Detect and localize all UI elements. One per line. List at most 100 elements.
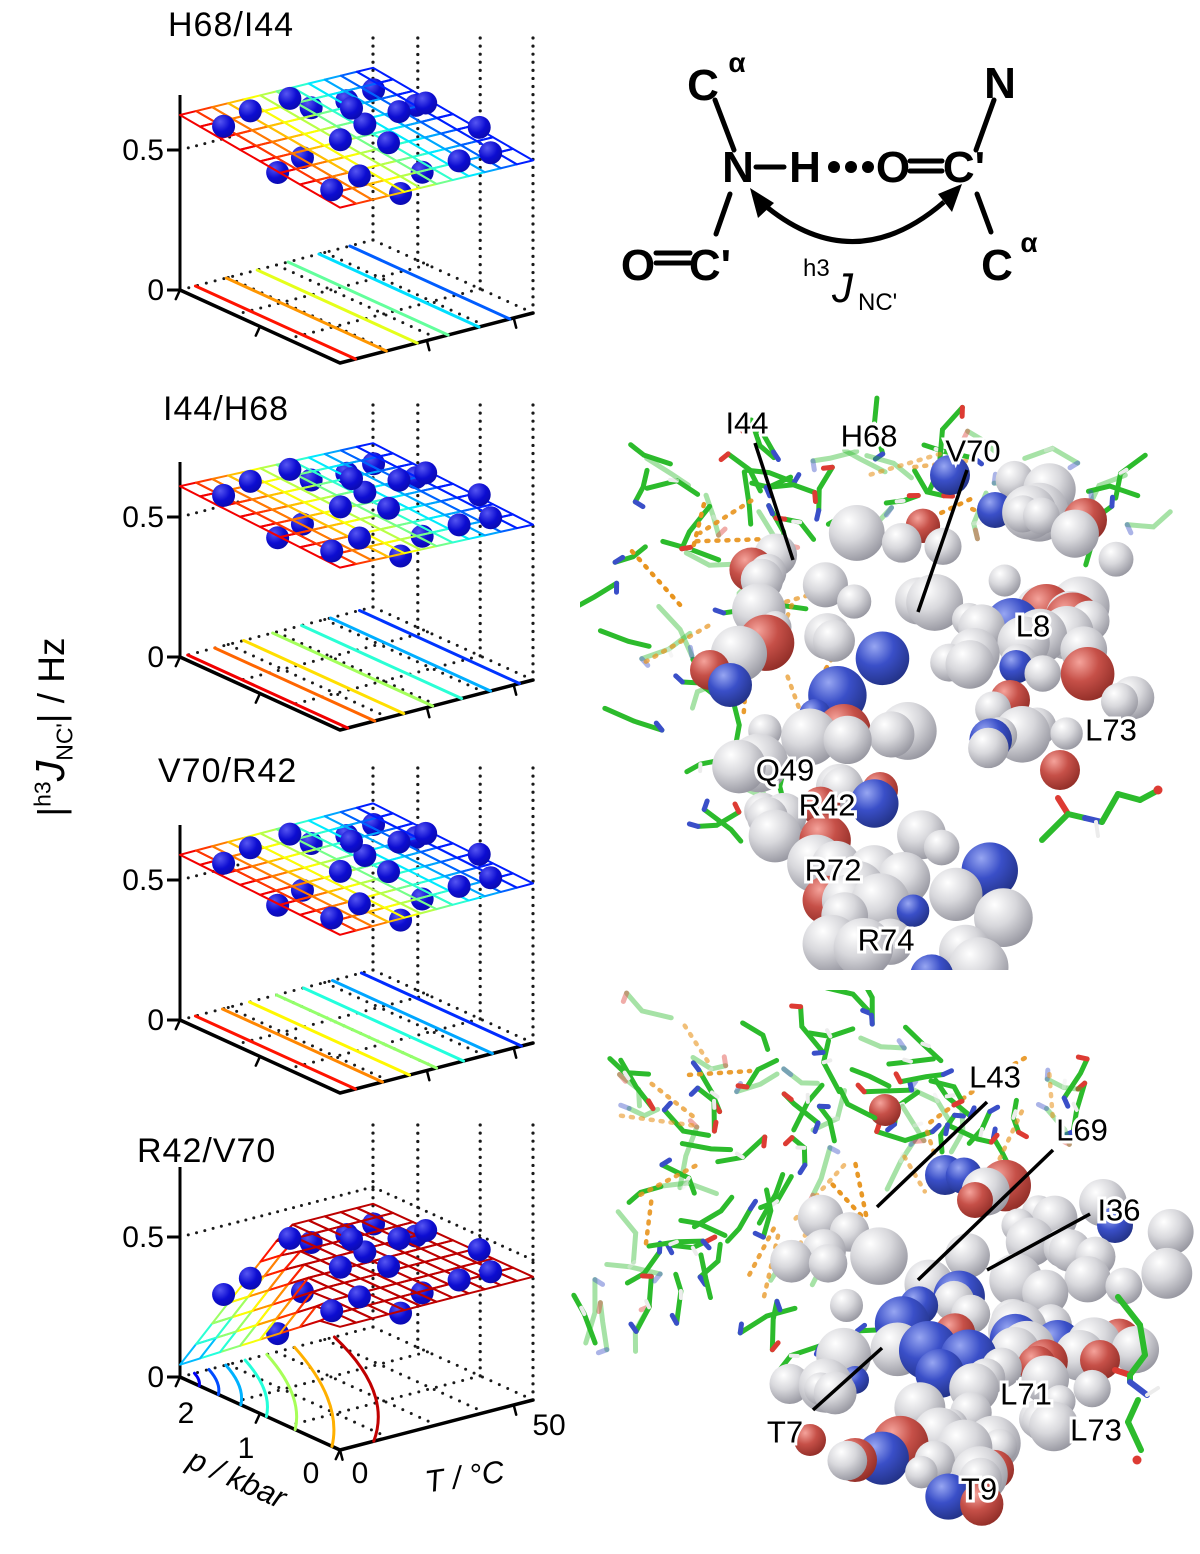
residue-label-v70: V70 bbox=[945, 434, 1000, 469]
atom-c-bottomright: C bbox=[981, 241, 1013, 290]
svg-text:1: 1 bbox=[238, 1432, 255, 1465]
label-leader-line bbox=[916, 1148, 1055, 1282]
label-leader-line bbox=[811, 1346, 884, 1412]
contour-lines bbox=[192, 1335, 380, 1448]
z-axis bbox=[167, 462, 182, 659]
data-point-sphere bbox=[212, 483, 236, 507]
data-points bbox=[212, 86, 503, 202]
atom-alpha-bottomright: α bbox=[1020, 227, 1037, 258]
residue-label-r74: R74 bbox=[858, 923, 915, 958]
atom-cprime-bottomleft: C' bbox=[689, 241, 731, 290]
data-point-sphere bbox=[320, 906, 344, 930]
data-point-sphere bbox=[238, 836, 262, 860]
residue-label-h68: H68 bbox=[841, 419, 898, 454]
data-point-sphere bbox=[377, 496, 400, 520]
svg-text:0.5: 0.5 bbox=[122, 134, 164, 167]
z-axis bbox=[167, 95, 182, 292]
data-point-sphere bbox=[347, 164, 371, 188]
molecule-structure-bottom: L43 L69 I36 T7 L71 L73 T9 bbox=[571, 990, 1194, 1526]
data-point-sphere bbox=[467, 1238, 491, 1262]
residue-labels: L43 L69 I36 T7 L71 L73 T9 bbox=[764, 1057, 1144, 1510]
data-point-sphere bbox=[414, 461, 438, 485]
data-point-sphere bbox=[328, 859, 352, 883]
data-point-sphere bbox=[266, 526, 290, 550]
mesh-surface bbox=[179, 1202, 534, 1366]
data-point-sphere bbox=[340, 96, 364, 120]
svg-text:0: 0 bbox=[147, 1361, 164, 1394]
contour-lines bbox=[193, 244, 512, 361]
plot-title-h68-i44: H68/I44 bbox=[168, 6, 295, 44]
z-axis bbox=[167, 1167, 182, 1379]
base-grid-dots bbox=[178, 403, 535, 719]
svg-text:0.5: 0.5 bbox=[122, 864, 164, 897]
data-point-sphere bbox=[320, 1299, 344, 1323]
svg-text:2: 2 bbox=[178, 1397, 195, 1430]
atom-o-bottomleft: O bbox=[621, 241, 655, 290]
data-point-sphere bbox=[387, 830, 411, 854]
data-point-sphere bbox=[479, 141, 503, 165]
data-point-sphere bbox=[328, 1255, 352, 1279]
data-point-sphere bbox=[328, 128, 352, 152]
contour-lines bbox=[186, 609, 521, 730]
data-point-sphere bbox=[340, 829, 364, 853]
svg-text:0: 0 bbox=[147, 274, 164, 307]
data-point-sphere bbox=[414, 1218, 438, 1242]
atom-cprime-mid: C' bbox=[943, 143, 985, 192]
residue-label-l43: L43 bbox=[969, 1060, 1021, 1095]
label-leader-line bbox=[916, 469, 969, 613]
residue-label-r42: R42 bbox=[799, 788, 856, 823]
surface-plot-i44-h68: 0.50 bbox=[122, 403, 535, 732]
peptide-tail-sticks bbox=[1112, 1294, 1160, 1465]
data-point-sphere bbox=[447, 1268, 471, 1292]
z-tick-labels: 0.50 bbox=[122, 501, 164, 674]
atom-alpha-topleft: α bbox=[728, 47, 745, 78]
data-point-sphere bbox=[278, 457, 302, 481]
surface-plot-v70-r42: 0.50 bbox=[122, 766, 535, 1095]
z-tick-labels: 0.50 bbox=[122, 134, 164, 307]
data-point-sphere bbox=[238, 469, 262, 493]
residue-label-l73: L73 bbox=[1085, 713, 1137, 748]
svg-text:0: 0 bbox=[147, 1004, 164, 1037]
residue-label-q49: Q49 bbox=[756, 753, 815, 788]
data-point-sphere bbox=[278, 822, 302, 846]
space-filling-spheres bbox=[769, 1094, 1194, 1526]
base-axes bbox=[174, 1018, 535, 1095]
data-point-sphere bbox=[238, 99, 262, 123]
label-leader-line bbox=[875, 1100, 989, 1209]
svg-text:50: 50 bbox=[532, 1409, 565, 1442]
data-point-sphere bbox=[389, 908, 413, 932]
base-axes bbox=[174, 288, 535, 365]
data-point-sphere bbox=[387, 468, 411, 492]
z-label-subscript: NC' bbox=[51, 723, 78, 761]
data-point-sphere bbox=[467, 483, 491, 507]
residue-label-l8: L8 bbox=[1016, 609, 1050, 644]
surface-plot-h68-i44: 0.50 bbox=[122, 36, 535, 365]
data-point-sphere bbox=[212, 1283, 236, 1307]
data-point-sphere bbox=[347, 1285, 371, 1309]
plot-title-v70-r42: V70/R42 bbox=[158, 752, 298, 790]
data-point-sphere bbox=[377, 131, 400, 155]
data-point-sphere bbox=[447, 874, 471, 898]
data-point-sphere bbox=[377, 860, 400, 884]
svg-text:0.5: 0.5 bbox=[122, 1221, 164, 1254]
svg-text:0: 0 bbox=[147, 641, 164, 674]
data-point-sphere bbox=[389, 544, 413, 568]
z-tick-labels: 0.50 bbox=[122, 864, 164, 1037]
hydrogen-bond-dots bbox=[828, 161, 874, 173]
z-label-units: | / Hz bbox=[31, 637, 72, 724]
data-points bbox=[212, 821, 503, 930]
residue-label-l71: L71 bbox=[1000, 1377, 1052, 1412]
residue-label-r72: R72 bbox=[805, 853, 862, 888]
base-grid-dots bbox=[178, 766, 535, 1082]
data-point-sphere bbox=[238, 1266, 262, 1290]
data-point-sphere bbox=[467, 115, 491, 139]
atom-o-mid: O bbox=[876, 143, 910, 192]
svg-text:0.5: 0.5 bbox=[122, 501, 164, 534]
data-point-sphere bbox=[414, 821, 438, 845]
coupling-arrowhead-right bbox=[938, 184, 962, 212]
contour-lines bbox=[193, 971, 523, 1091]
data-point-sphere bbox=[467, 842, 491, 866]
data-point-sphere bbox=[212, 851, 236, 875]
